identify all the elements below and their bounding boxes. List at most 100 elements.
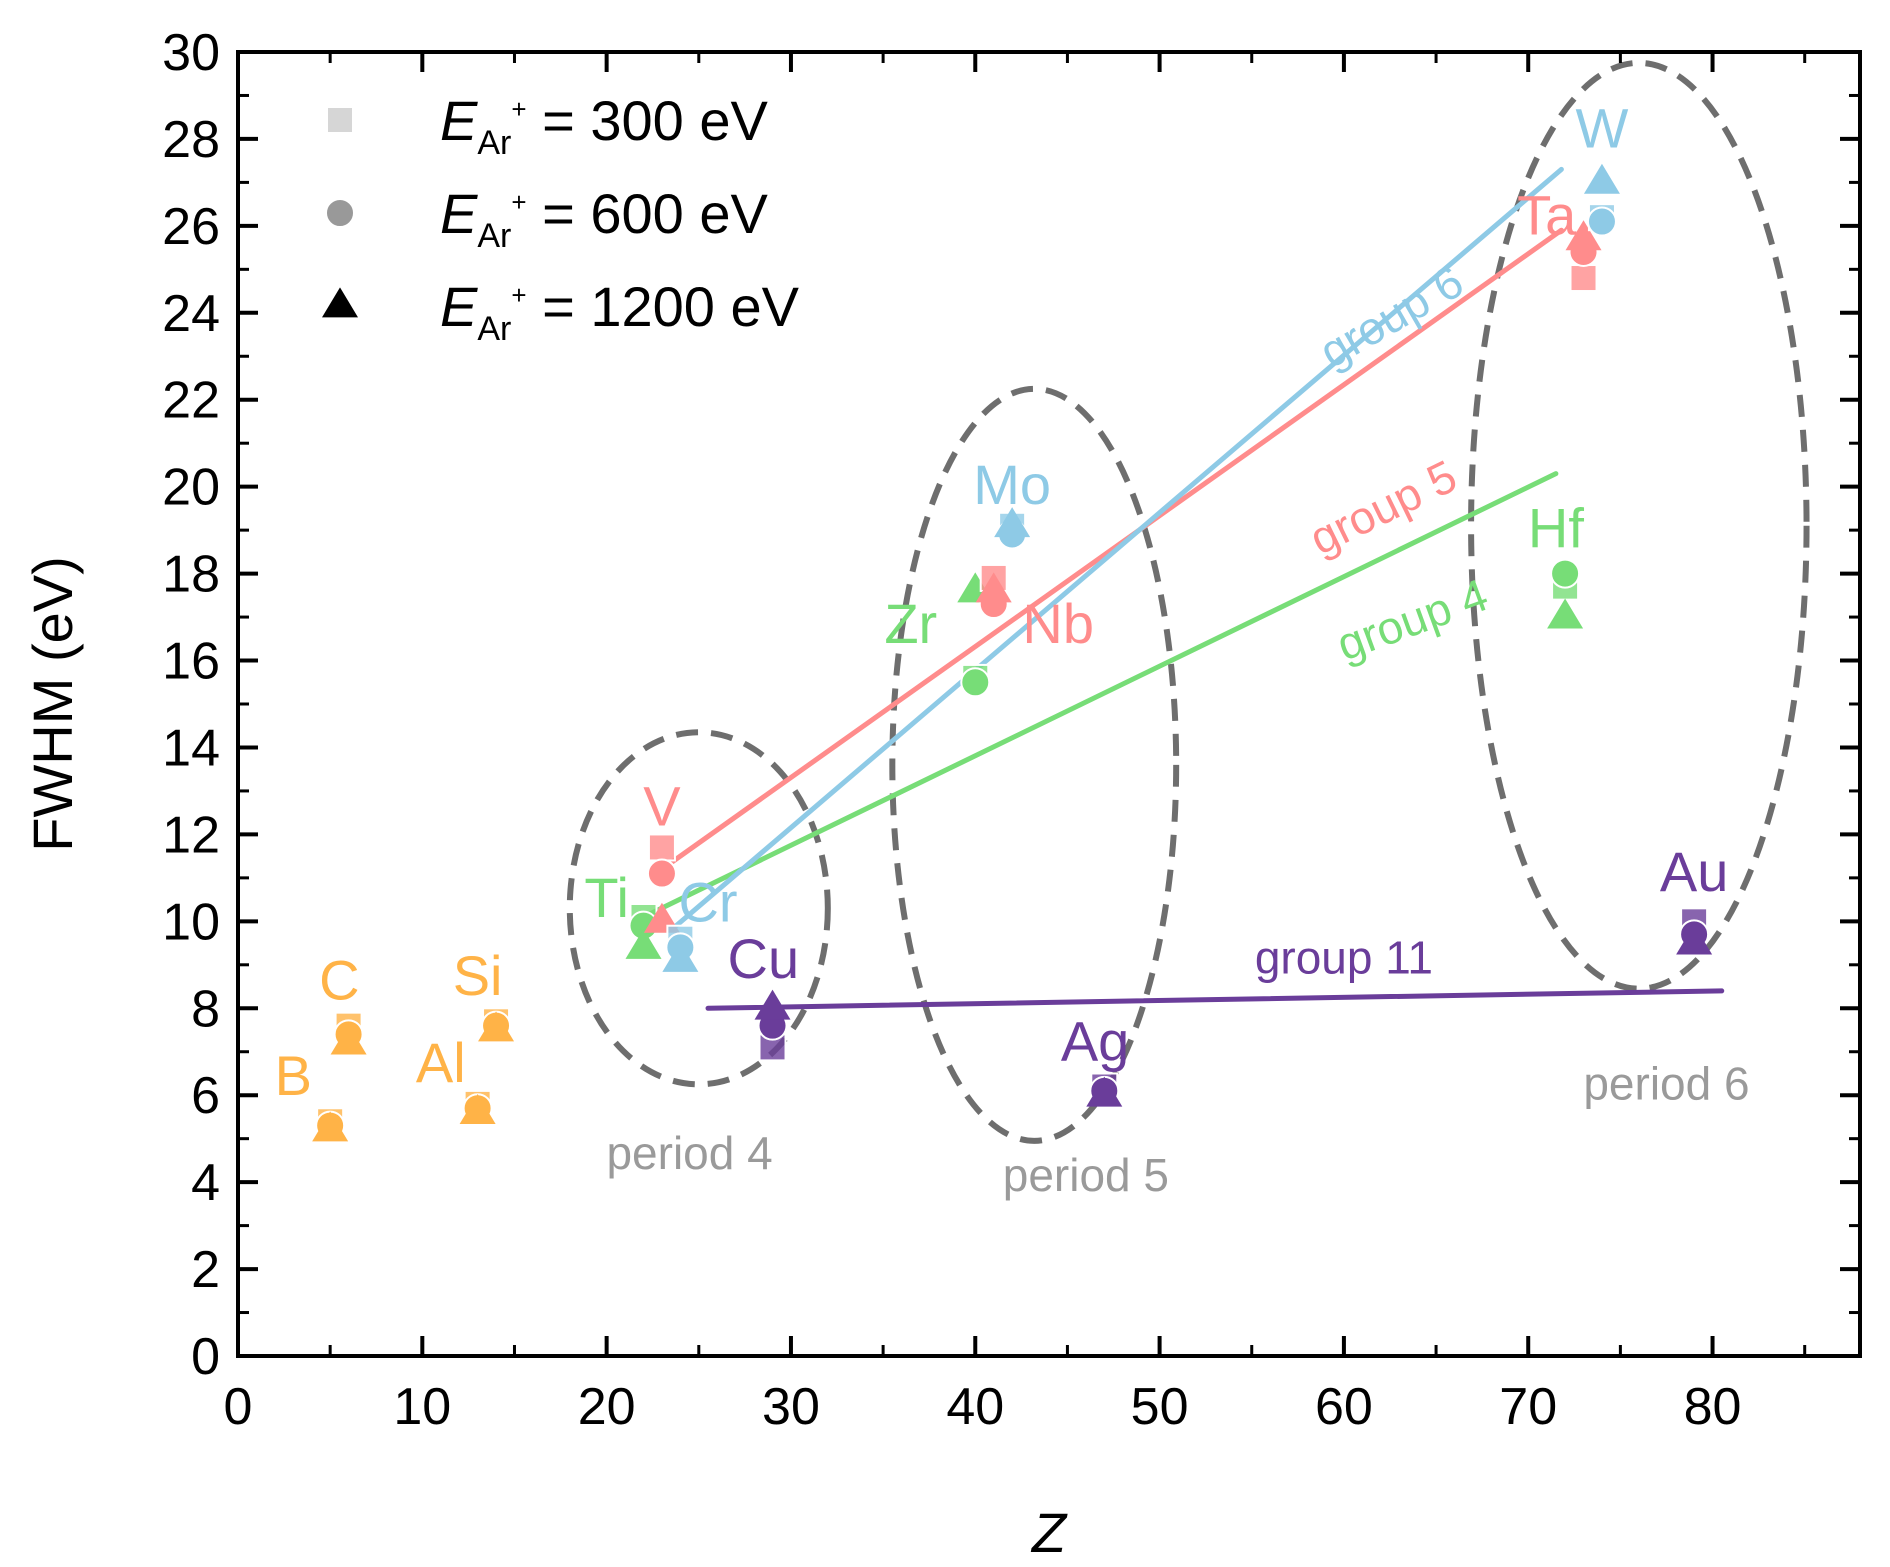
point-c-1200ev <box>330 1024 367 1055</box>
fit-line-group-6 <box>668 166 1564 933</box>
ellipse-period-5 <box>889 385 1180 1144</box>
label-v: V <box>643 775 681 838</box>
fit-line-group-11 <box>705 988 1725 1011</box>
ellipse-period-6 <box>1468 59 1810 992</box>
ellipse-period-4 <box>566 729 831 1088</box>
legend-entry-3-marker <box>322 287 358 318</box>
element-hf <box>1547 558 1584 629</box>
label-period-6: period 6 <box>1583 1058 1749 1110</box>
label-ag: Ag <box>1061 1009 1130 1072</box>
element-si <box>478 1007 515 1042</box>
y-tick-label-24: 24 <box>162 285 220 343</box>
y-tick-label-8: 8 <box>191 980 220 1038</box>
element-cu <box>754 989 791 1062</box>
legend-entry-3: EAr+ = 1200 eV <box>322 275 800 348</box>
point-w-600ev <box>1586 206 1617 237</box>
point-al-1200ev <box>459 1093 496 1124</box>
y-tick-label-10: 10 <box>162 893 220 951</box>
x-tick-label-0: 0 <box>224 1378 253 1436</box>
element-c <box>330 1011 367 1055</box>
label-group-4: group 4 <box>1330 568 1494 670</box>
point-au-1200ev <box>1676 924 1713 955</box>
element-al <box>459 1089 496 1124</box>
label-hf: Hf <box>1528 497 1584 560</box>
y-tick-label-12: 12 <box>162 806 220 864</box>
y-tick-label-22: 22 <box>162 372 220 430</box>
y-tick-label-2: 2 <box>191 1241 220 1299</box>
legend-entry-3-label: EAr+ = 1200 eV <box>440 275 800 348</box>
y-tick-label-14: 14 <box>162 719 220 777</box>
x-tick-label-80: 80 <box>1684 1378 1742 1436</box>
label-si: Si <box>453 944 503 1007</box>
label-period-4: period 4 <box>606 1127 772 1179</box>
legend-entry-2-label: EAr+ = 600 eV <box>440 182 769 255</box>
label-group-11: group 11 <box>1255 931 1433 983</box>
y-tick-label-6: 6 <box>191 1067 220 1125</box>
legend-entry-2: EAr+ = 600 eV <box>325 182 769 255</box>
point-v-300ev <box>647 833 676 862</box>
label-w: W <box>1576 97 1629 160</box>
axes: 0 10 20 30 40 50 60 70 8002468101214161820222426… <box>162 24 1862 1436</box>
fit-line-group-4 <box>641 471 1559 920</box>
legend: EAr+ = 300 eV EAr+ = 600 eV EAr+ = 1200 eV <box>322 89 800 348</box>
label-c: C <box>319 949 359 1012</box>
point-cr-1200ev <box>662 941 699 972</box>
label-zr: Zr <box>884 592 937 655</box>
y-tick-label-0: 0 <box>191 1328 220 1386</box>
x-tick-label-40: 40 <box>946 1378 1004 1436</box>
label-mo: Mo <box>973 453 1051 516</box>
point-hf-600ev <box>1550 558 1581 589</box>
element-ag <box>1086 1072 1123 1107</box>
element-nb <box>975 563 1012 620</box>
element-au <box>1676 907 1713 955</box>
label-ta: Ta <box>1517 184 1577 247</box>
x-tick-label-60: 60 <box>1315 1378 1373 1436</box>
point-zr-600ev <box>960 667 991 698</box>
y-tick-label-26: 26 <box>162 198 220 256</box>
point-nb-1200ev <box>975 572 1012 603</box>
x-tick-label-20: 20 <box>578 1378 636 1436</box>
point-ta-300ev <box>1569 264 1598 293</box>
label-cu: Cu <box>728 927 800 990</box>
element-cr <box>662 924 699 972</box>
y-tick-label-16: 16 <box>162 633 220 691</box>
y-tick-label-30: 30 <box>162 24 220 82</box>
point-hf-1200ev <box>1547 598 1584 629</box>
point-ta-1200ev <box>1565 220 1602 251</box>
x-tick-label-10: 10 <box>393 1378 451 1436</box>
label-b: B <box>275 1044 312 1107</box>
point-si-1200ev <box>478 1011 515 1042</box>
y-tick-label-28: 28 <box>162 111 220 169</box>
label-nb: Nb <box>1022 592 1094 655</box>
fit-line-group-5 <box>659 227 1564 872</box>
label-cr: Cr <box>678 870 737 933</box>
legend-entry-1-marker <box>326 106 354 134</box>
element-ta <box>1565 220 1602 293</box>
label-ti: Ti <box>584 866 629 929</box>
point-w-1200ev <box>1583 163 1620 194</box>
y-tick-label-20: 20 <box>162 459 220 517</box>
x-axis-title: Z <box>1030 1501 1068 1564</box>
x-tick-label-70: 70 <box>1499 1378 1557 1436</box>
element-w <box>1583 163 1620 237</box>
label-group-6: group 6 <box>1311 255 1472 378</box>
point-ti-1200ev <box>625 928 662 959</box>
y-tick-label-18: 18 <box>162 546 220 604</box>
legend-entry-1-label: EAr+ = 300 eV <box>440 89 769 162</box>
point-ag-1200ev <box>1086 1076 1123 1107</box>
label-au: Au <box>1660 840 1729 903</box>
x-tick-label-30: 30 <box>762 1378 820 1436</box>
point-v-600ev <box>646 858 677 889</box>
y-tick-label-4: 4 <box>191 1154 220 1212</box>
element-mo <box>994 507 1031 550</box>
legend-entry-2-marker <box>325 198 355 228</box>
y-axis-title: FWHM (eV) <box>21 556 84 852</box>
label-al: Al <box>416 1031 466 1094</box>
x-tick-label-50: 50 <box>1131 1378 1189 1436</box>
legend-entry-1: EAr+ = 300 eV <box>326 89 769 162</box>
point-mo-1200ev <box>994 507 1031 538</box>
label-period-5: period 5 <box>1003 1149 1169 1201</box>
element-b <box>312 1107 349 1142</box>
point-cu-1200ev <box>754 989 791 1020</box>
